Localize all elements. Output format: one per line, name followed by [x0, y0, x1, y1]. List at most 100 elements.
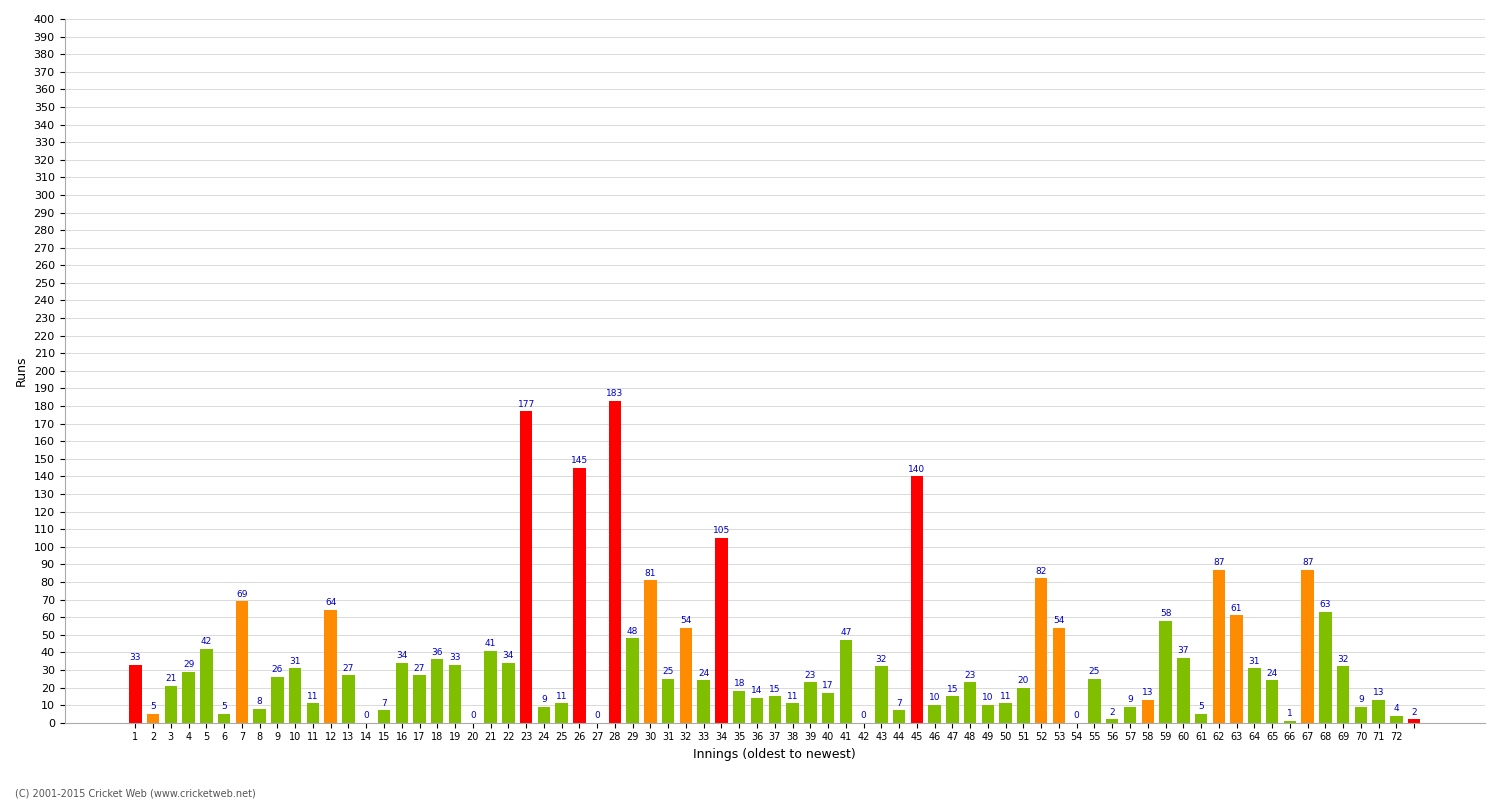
Text: (C) 2001-2015 Cricket Web (www.cricketweb.net): (C) 2001-2015 Cricket Web (www.cricketwe…	[15, 788, 255, 798]
Text: 31: 31	[290, 657, 302, 666]
Text: 69: 69	[236, 590, 248, 598]
Bar	[662, 678, 675, 722]
Bar	[946, 696, 958, 722]
Text: 11: 11	[788, 692, 798, 701]
Text: 29: 29	[183, 660, 195, 669]
Text: 64: 64	[326, 598, 336, 607]
Text: 0: 0	[1074, 711, 1080, 720]
Text: 48: 48	[627, 626, 639, 636]
Bar	[414, 675, 426, 722]
Text: 23: 23	[804, 670, 816, 680]
Bar	[430, 659, 444, 722]
Bar	[1372, 700, 1384, 722]
Bar	[680, 628, 692, 722]
Bar	[644, 580, 657, 722]
Bar	[324, 610, 338, 722]
Bar	[1160, 621, 1172, 722]
Text: 58: 58	[1160, 609, 1172, 618]
Bar	[1408, 719, 1420, 722]
Text: 82: 82	[1035, 567, 1047, 576]
Bar	[1053, 628, 1065, 722]
Text: 10: 10	[982, 694, 993, 702]
Bar	[1284, 721, 1296, 722]
Text: 7: 7	[896, 698, 902, 708]
Text: 8: 8	[256, 697, 262, 706]
Bar	[627, 638, 639, 722]
Text: 5: 5	[1198, 702, 1204, 711]
Bar	[928, 705, 940, 722]
Bar	[910, 477, 922, 722]
Bar	[236, 602, 248, 722]
Text: 11: 11	[308, 692, 318, 701]
Text: 47: 47	[840, 628, 852, 638]
Bar	[804, 682, 816, 722]
Text: 177: 177	[518, 400, 534, 409]
Text: 25: 25	[663, 667, 674, 676]
Text: 0: 0	[470, 711, 476, 720]
Text: 31: 31	[1248, 657, 1260, 666]
Bar	[752, 698, 764, 722]
Bar	[768, 696, 782, 722]
Bar	[1089, 678, 1101, 722]
Bar	[981, 705, 994, 722]
Bar	[448, 665, 462, 722]
Bar	[503, 663, 515, 722]
Text: 18: 18	[734, 679, 746, 689]
Text: 87: 87	[1214, 558, 1224, 567]
Text: 9: 9	[1126, 695, 1132, 704]
Bar	[217, 714, 231, 722]
Text: 36: 36	[432, 648, 442, 657]
Text: 33: 33	[450, 653, 460, 662]
Bar	[573, 468, 585, 722]
X-axis label: Innings (oldest to newest): Innings (oldest to newest)	[693, 748, 856, 761]
Bar	[1106, 719, 1119, 722]
Bar	[1266, 681, 1278, 722]
Text: 13: 13	[1142, 688, 1154, 698]
Text: 34: 34	[396, 651, 408, 660]
Text: 1: 1	[1287, 710, 1293, 718]
Bar	[378, 710, 390, 722]
Text: 5: 5	[150, 702, 156, 711]
Text: 2: 2	[1110, 707, 1114, 717]
Text: 81: 81	[645, 569, 656, 578]
Bar	[1248, 668, 1260, 722]
Text: 54: 54	[1053, 616, 1065, 625]
Text: 0: 0	[363, 711, 369, 720]
Text: 61: 61	[1232, 604, 1242, 613]
Text: 15: 15	[770, 685, 780, 694]
Text: 140: 140	[909, 465, 926, 474]
Text: 105: 105	[712, 526, 730, 535]
Text: 14: 14	[752, 686, 762, 695]
Text: 32: 32	[1338, 654, 1348, 664]
Bar	[609, 401, 621, 722]
Bar	[183, 672, 195, 722]
Text: 5: 5	[220, 702, 226, 711]
Text: 27: 27	[344, 663, 354, 673]
Bar	[1196, 714, 1208, 722]
Bar	[272, 677, 284, 722]
Text: 0: 0	[594, 711, 600, 720]
Text: 15: 15	[946, 685, 958, 694]
Bar	[734, 691, 746, 722]
Text: 10: 10	[928, 694, 940, 702]
Bar	[396, 663, 408, 722]
Text: 9: 9	[1358, 695, 1364, 704]
Bar	[484, 650, 496, 722]
Text: 27: 27	[414, 663, 424, 673]
Text: 2: 2	[1412, 707, 1418, 717]
Text: 17: 17	[822, 681, 834, 690]
Text: 11: 11	[556, 692, 567, 701]
Text: 183: 183	[606, 389, 624, 398]
Text: 41: 41	[484, 639, 496, 648]
Bar	[1178, 658, 1190, 722]
Bar	[786, 703, 798, 722]
Text: 21: 21	[165, 674, 177, 683]
Text: 42: 42	[201, 637, 211, 646]
Text: 24: 24	[698, 669, 709, 678]
Bar	[1390, 716, 1402, 722]
Bar	[716, 538, 728, 722]
Bar	[874, 666, 888, 722]
Text: 13: 13	[1372, 688, 1384, 698]
Bar	[1124, 707, 1136, 722]
Text: 37: 37	[1178, 646, 1190, 655]
